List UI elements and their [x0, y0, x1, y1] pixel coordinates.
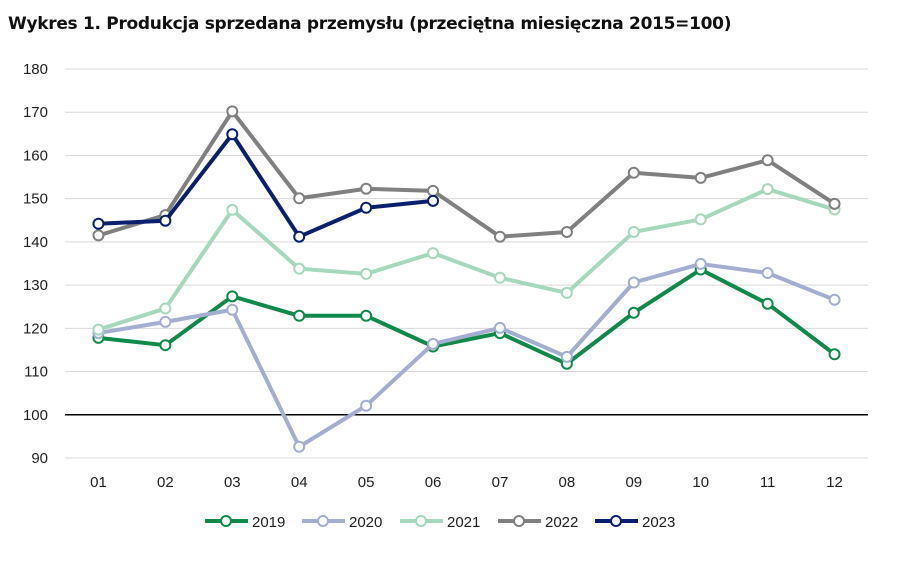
x-tick-label: 12	[826, 474, 843, 491]
x-tick-label: 09	[625, 474, 642, 491]
data-point-2021	[493, 271, 506, 284]
x-tick-label: 05	[358, 474, 375, 491]
data-point-2020	[627, 276, 640, 289]
data-point-2021	[694, 213, 707, 226]
data-point-2022	[226, 105, 239, 118]
data-point-2021	[627, 225, 640, 238]
y-tick-label: 160	[23, 147, 48, 164]
series-line-2022	[97, 109, 836, 239]
x-tick-label: 11	[760, 474, 776, 491]
data-point-2022	[493, 230, 506, 243]
y-tick-label: 130	[23, 277, 48, 294]
x-tick-label: 10	[692, 474, 709, 491]
data-point-2023	[293, 230, 306, 243]
y-tick-label: 180	[23, 61, 48, 78]
x-tick-label: 07	[492, 474, 509, 491]
data-point-2020	[560, 350, 573, 363]
legend-marker-2020	[317, 515, 329, 527]
x-tick-label: 02	[157, 474, 174, 491]
data-point-2020	[159, 315, 172, 328]
series-line-2023	[98, 132, 434, 239]
data-point-2021	[159, 302, 172, 315]
data-point-2021	[226, 203, 239, 216]
data-point-2021	[427, 247, 440, 260]
data-point-2019	[360, 309, 373, 322]
x-tick-label: 08	[559, 474, 576, 491]
legend-label: 2021	[447, 514, 480, 531]
data-point-2023	[159, 214, 172, 227]
data-point-2021	[560, 286, 573, 299]
legend-label: 2019	[252, 514, 285, 531]
data-point-2019	[627, 306, 640, 319]
data-point-2020	[694, 257, 707, 270]
data-point-2022	[293, 192, 306, 205]
data-point-2022	[427, 184, 440, 197]
data-point-2021	[92, 323, 105, 336]
y-tick-label: 140	[23, 234, 48, 251]
legend-marker-2022	[513, 515, 525, 527]
legend-label: 2023	[642, 514, 675, 531]
y-tick-label: 170	[23, 104, 48, 121]
x-tick-label: 03	[224, 474, 241, 491]
data-point-2020	[226, 303, 239, 316]
data-point-2019	[159, 339, 172, 352]
data-point-2021	[293, 262, 306, 275]
data-point-2022	[694, 171, 707, 184]
data-point-2023	[360, 201, 373, 214]
legend-marker-2023	[610, 515, 622, 527]
x-tick-label: 01	[90, 474, 107, 491]
legend-label: 2020	[349, 514, 382, 531]
data-point-2020	[493, 321, 506, 334]
data-point-2019	[828, 348, 841, 361]
y-tick-label: 110	[24, 364, 48, 381]
series-line-2019	[98, 267, 836, 366]
data-point-2019	[761, 297, 774, 310]
data-point-2019	[226, 290, 239, 303]
data-point-2023	[92, 217, 105, 230]
data-point-2022	[828, 197, 841, 210]
y-tick-label: 150	[23, 191, 48, 208]
data-point-2023	[427, 194, 440, 207]
y-tick-label: 120	[23, 320, 48, 337]
data-point-2019	[293, 309, 306, 322]
x-tick-label: 06	[425, 474, 442, 491]
series-line-2020	[98, 261, 836, 449]
series-line-2021	[97, 187, 836, 332]
data-point-2021	[360, 267, 373, 280]
y-tick-label: 100	[23, 407, 48, 424]
y-tick-label: 90	[31, 450, 48, 467]
legend-marker-2021	[415, 515, 427, 527]
chart-title: Wykres 1. Produkcja sprzedana przemysłu …	[8, 14, 732, 34]
data-point-2022	[761, 154, 774, 167]
data-point-2020	[360, 399, 373, 412]
data-point-2022	[560, 225, 573, 238]
data-point-2020	[427, 337, 440, 350]
data-point-2020	[761, 267, 774, 280]
data-point-2022	[627, 166, 640, 179]
data-point-2023	[226, 128, 239, 141]
data-point-2022	[360, 182, 373, 195]
data-point-2020	[293, 440, 306, 453]
data-point-2022	[92, 229, 105, 242]
x-tick-label: 04	[291, 474, 308, 491]
data-point-2020	[828, 293, 841, 306]
legend-label: 2022	[545, 514, 578, 531]
data-point-2021	[761, 183, 774, 196]
legend-marker-2019	[220, 515, 232, 527]
